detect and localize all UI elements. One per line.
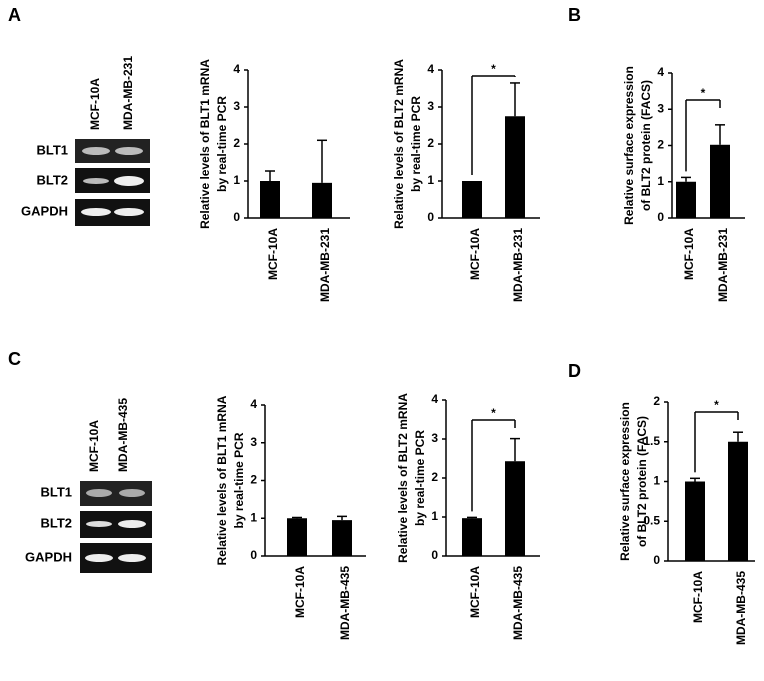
y-axis-label: by real-time PCR: [413, 430, 427, 526]
y-tick-label: 3: [657, 101, 664, 115]
panel-label: B: [568, 5, 581, 25]
x-tick-label: MDA-MB-231: [716, 228, 730, 302]
gel-lane-label: MCF-10A: [88, 78, 102, 130]
panel-label: D: [568, 361, 581, 381]
x-tick-label: MCF-10A: [691, 571, 705, 623]
y-tick-label: 0: [250, 548, 257, 562]
y-tick-label: 4: [657, 65, 664, 79]
y-tick-label: 4: [431, 392, 438, 406]
x-tick-label: MDA-MB-435: [338, 566, 352, 640]
bar: [728, 441, 748, 561]
gel-lane-label: MDA-MB-231: [121, 56, 135, 130]
y-axis-label: Relative levels of BLT1 mRNA: [215, 395, 229, 565]
y-tick-label: 1: [431, 509, 438, 523]
y-axis-label: by real-time PCR: [232, 432, 246, 528]
x-tick-label: MDA-MB-435: [511, 566, 525, 640]
y-tick-label: 1: [250, 510, 257, 524]
y-tick-label: 2: [233, 136, 240, 150]
y-tick-label: 1: [657, 174, 664, 188]
bar: [287, 518, 307, 556]
y-axis-label: by real-time PCR: [215, 96, 229, 192]
y-tick-label: 3: [250, 435, 257, 449]
y-axis-label: Relative levels of BLT2 mRNA: [396, 393, 410, 563]
panel-label: C: [8, 349, 21, 369]
gel-row-label: GAPDH: [21, 203, 68, 218]
gel-lane-label: MCF-10A: [87, 420, 101, 472]
y-tick-label: 2: [250, 473, 257, 487]
x-tick-label: MDA-MB-435: [734, 571, 748, 645]
y-tick-label: 1: [427, 173, 434, 187]
y-axis-label: Relative levels of BLT1 mRNA: [198, 59, 212, 229]
y-tick-label: 4: [233, 62, 240, 76]
y-tick-label: 3: [233, 99, 240, 113]
bar: [462, 181, 482, 218]
bar: [505, 461, 525, 556]
significance-label: *: [491, 62, 496, 76]
y-tick-label: 3: [431, 431, 438, 445]
y-tick-label: 0: [653, 553, 660, 567]
x-tick-label: MCF-10A: [266, 228, 280, 280]
gel-lane-label: MDA-MB-435: [116, 398, 130, 472]
y-tick-label: 0: [657, 210, 664, 224]
gel-row-label: BLT2: [36, 172, 68, 187]
bar: [332, 520, 352, 556]
bar: [685, 481, 705, 561]
y-tick-label: 4: [427, 62, 434, 76]
y-tick-label: 2: [427, 136, 434, 150]
y-axis-label: of BLT2 protein (FACS): [639, 80, 653, 211]
y-axis-label: by real-time PCR: [409, 96, 423, 192]
y-tick-label: 0: [431, 548, 438, 562]
bar: [710, 144, 730, 218]
bar: [676, 181, 696, 218]
y-axis-label: Relative surface expression: [618, 402, 632, 561]
x-tick-label: MDA-MB-231: [511, 228, 525, 302]
gel-image: [80, 481, 152, 573]
y-tick-label: 1: [653, 474, 660, 488]
bar: [462, 518, 482, 556]
panel-label: A: [8, 5, 21, 25]
gel-row-label: GAPDH: [25, 549, 72, 564]
y-tick-label: 1.5: [643, 434, 660, 448]
y-tick-label: 3: [427, 99, 434, 113]
y-tick-label: 2: [653, 394, 660, 408]
y-axis-label: Relative levels of BLT2 mRNA: [392, 59, 406, 229]
y-tick-label: 2: [431, 470, 438, 484]
bar: [312, 182, 332, 218]
significance-label: *: [491, 406, 496, 420]
significance-label: *: [701, 86, 706, 100]
x-tick-label: MCF-10A: [682, 228, 696, 280]
y-tick-label: 2: [657, 138, 664, 152]
y-tick-label: 0.5: [643, 513, 660, 527]
x-tick-label: MCF-10A: [293, 566, 307, 618]
y-axis-label: of BLT2 protein (FACS): [635, 416, 649, 547]
bar: [260, 181, 280, 218]
gel-row-label: BLT1: [36, 142, 68, 157]
y-tick-label: 4: [250, 397, 257, 411]
x-tick-label: MCF-10A: [468, 566, 482, 618]
bar: [505, 116, 525, 218]
y-tick-label: 0: [427, 210, 434, 224]
gel-image: [75, 139, 150, 226]
significance-label: *: [714, 398, 719, 412]
y-axis-label: Relative surface expression: [622, 66, 636, 225]
y-tick-label: 1: [233, 173, 240, 187]
gel-row-label: BLT2: [40, 515, 72, 530]
y-tick-label: 0: [233, 210, 240, 224]
x-tick-label: MCF-10A: [468, 228, 482, 280]
gel-row-label: BLT1: [40, 484, 72, 499]
x-tick-label: MDA-MB-231: [318, 228, 332, 302]
